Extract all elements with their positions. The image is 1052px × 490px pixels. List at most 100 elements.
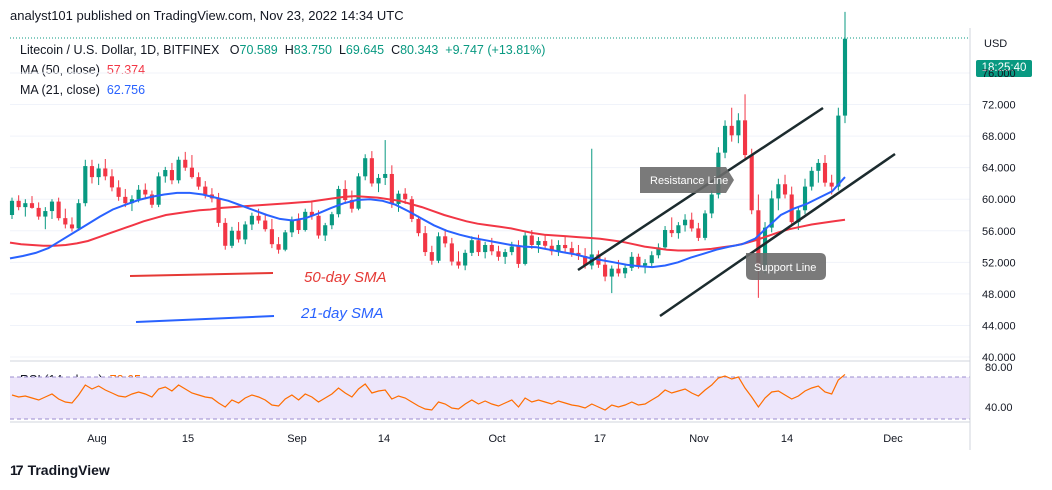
candle xyxy=(742,94,748,159)
candle xyxy=(56,197,61,221)
candle xyxy=(496,245,501,261)
ma21-value: 62.756 xyxy=(106,83,146,97)
candle xyxy=(822,155,828,187)
candle xyxy=(469,236,474,257)
candle xyxy=(363,154,368,181)
candle xyxy=(83,159,88,207)
date-tick-label: 17 xyxy=(594,433,606,445)
tradingview-footer[interactable]: 17 TradingView xyxy=(10,462,110,478)
candle xyxy=(789,186,794,227)
rsi-axis-ticks: 80.00 40.00 xyxy=(985,362,1013,414)
candle xyxy=(443,229,448,248)
candle xyxy=(509,241,514,256)
candle xyxy=(516,240,521,268)
rsi-tick-label: 80.00 xyxy=(985,362,1013,374)
candle xyxy=(336,185,341,218)
candle xyxy=(303,208,308,232)
candle xyxy=(456,251,461,269)
price-tick-label: 48.000 xyxy=(982,289,1016,301)
candle xyxy=(836,107,841,191)
candle xyxy=(749,148,754,215)
high-label: H xyxy=(284,43,294,57)
candle xyxy=(23,199,28,217)
candle xyxy=(676,222,681,239)
price-tick-label: 64.000 xyxy=(982,163,1016,175)
candle xyxy=(429,245,434,265)
support-callout: Support Line xyxy=(746,253,826,280)
candle xyxy=(536,237,541,253)
symbol-title: Litecoin / U.S. Dollar, 1D, BITFINEX xyxy=(20,43,220,57)
candle xyxy=(549,239,554,256)
date-tick-label: Oct xyxy=(488,433,505,445)
ma21-row: MA (21, close) 62.756 xyxy=(20,80,545,100)
candle xyxy=(669,217,674,238)
candle xyxy=(423,226,428,257)
candle xyxy=(576,244,581,260)
date-axis-ticks: Aug 15 Sep 14 Oct 17 Nov 14 Dec xyxy=(87,433,903,445)
candle xyxy=(842,11,848,124)
candle xyxy=(449,237,454,266)
candle xyxy=(796,206,801,230)
candle xyxy=(523,230,528,266)
candle xyxy=(589,148,594,270)
rsi-line xyxy=(11,373,846,411)
close-label: C xyxy=(391,43,401,57)
candle xyxy=(243,221,248,245)
candle xyxy=(223,218,228,250)
candle xyxy=(316,210,321,239)
candle xyxy=(189,155,194,179)
candle xyxy=(403,188,408,204)
date-tick-label: Sep xyxy=(287,433,307,445)
candle xyxy=(623,263,628,279)
candle xyxy=(663,226,668,250)
sma21-annotation: 21-day SMA xyxy=(300,305,384,322)
candle xyxy=(89,159,95,184)
candle xyxy=(483,241,488,259)
sma50-annotation: 50-day SMA xyxy=(304,269,387,286)
resistance-label: Resistance Line xyxy=(650,175,728,187)
resistance-callout: Resistance Line xyxy=(640,167,734,193)
candle xyxy=(816,158,821,183)
date-tick-label: 14 xyxy=(378,433,390,445)
candle xyxy=(383,140,388,186)
candle xyxy=(76,199,81,231)
candle xyxy=(329,211,334,230)
candle xyxy=(169,162,175,185)
low-label: L xyxy=(338,43,346,57)
candle xyxy=(463,249,468,271)
ma21-label: MA (21, close) xyxy=(20,83,100,97)
candle xyxy=(802,178,808,215)
candle xyxy=(263,214,268,232)
candle xyxy=(276,237,281,254)
price-tick-label: 40.000 xyxy=(982,352,1016,364)
candle xyxy=(269,218,274,249)
price-tick-label: 76.000 xyxy=(982,68,1016,80)
candle xyxy=(563,236,568,253)
candle xyxy=(63,208,68,229)
candle xyxy=(283,229,288,252)
candle xyxy=(696,222,701,242)
candle xyxy=(756,194,761,298)
candle xyxy=(36,202,41,220)
candle xyxy=(69,217,75,232)
ma21-line xyxy=(9,176,846,269)
candles xyxy=(9,11,848,298)
price-tick-label: 56.000 xyxy=(982,226,1016,238)
candle xyxy=(736,113,741,144)
candle xyxy=(249,212,254,230)
candle xyxy=(769,190,774,233)
price-axis-ticks: 76.000 72.000 68.000 64.000 60.000 56.000 52.0… xyxy=(982,68,1016,364)
candle xyxy=(629,252,634,272)
candle xyxy=(183,151,188,171)
date-tick-label: Dec xyxy=(883,433,903,445)
rsi-tick-label: 40.00 xyxy=(985,402,1013,414)
candle xyxy=(236,222,241,243)
candle xyxy=(543,234,548,249)
symbol-row: Litecoin / U.S. Dollar, 1D, BITFINEX O70… xyxy=(20,40,545,60)
candle xyxy=(376,173,381,193)
support-trendline xyxy=(659,152,896,318)
tradingview-logo-icon: 17 xyxy=(10,462,24,478)
price-tick-label: 72.000 xyxy=(982,100,1016,112)
candle xyxy=(609,265,614,294)
